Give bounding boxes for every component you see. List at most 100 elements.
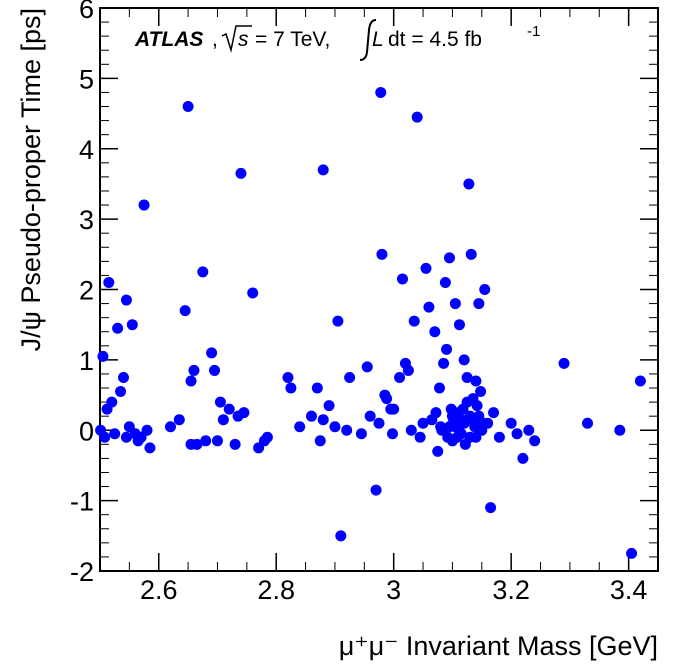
data-point xyxy=(329,421,341,433)
data-point xyxy=(417,417,429,429)
y-tick-label: 2 xyxy=(79,276,94,306)
x-tick-label: 2.8 xyxy=(257,575,295,605)
data-point xyxy=(305,410,317,422)
sqrt-s-symbol: s xyxy=(221,25,252,53)
data-point xyxy=(223,403,235,415)
data-point xyxy=(479,284,491,295)
data-point xyxy=(188,364,200,376)
x-tick-label: 3.2 xyxy=(492,575,530,605)
data-point xyxy=(433,382,445,394)
y-tick-label: -2 xyxy=(70,557,94,587)
data-point xyxy=(209,364,221,376)
data-point xyxy=(182,101,194,113)
integral-symbol: L xyxy=(359,19,384,61)
x-axis-ticks: 2.6 2.8 3 3.2 3.4 xyxy=(99,8,659,605)
data-point xyxy=(511,428,523,440)
experiment-label: ATLAS xyxy=(134,28,203,51)
data-point xyxy=(396,273,408,285)
data-point xyxy=(376,248,388,260)
data-point xyxy=(439,276,451,288)
svg-text:L: L xyxy=(372,28,384,51)
data-point xyxy=(361,361,373,373)
data-point xyxy=(238,407,250,419)
data-point xyxy=(455,428,467,440)
data-point xyxy=(294,421,306,433)
data-point xyxy=(517,452,529,464)
data-point xyxy=(117,371,129,383)
data-point xyxy=(261,431,273,443)
data-point xyxy=(332,315,344,327)
x-axis-title: μ⁺μ⁻ Invariant Mass [GeV] xyxy=(339,631,658,661)
data-point xyxy=(373,417,385,429)
data-point xyxy=(211,435,223,447)
y-tick-label: -1 xyxy=(70,487,94,517)
data-point xyxy=(470,375,482,387)
y-tick-label: 4 xyxy=(79,135,94,165)
data-point xyxy=(335,530,347,542)
data-point xyxy=(505,417,517,429)
data-point xyxy=(626,547,638,559)
data-point xyxy=(106,396,118,408)
data-point xyxy=(493,431,505,443)
data-point xyxy=(449,298,461,310)
data-point xyxy=(453,319,465,331)
data-point xyxy=(126,319,138,331)
data-point xyxy=(414,431,426,443)
data-point xyxy=(247,287,259,299)
data-point xyxy=(423,301,435,313)
data-point xyxy=(120,294,132,306)
data-point xyxy=(432,445,444,457)
data-point xyxy=(529,435,541,447)
y-tick-label: 6 xyxy=(79,0,94,24)
data-point xyxy=(173,414,185,426)
x-tick-label: 2.6 xyxy=(140,575,178,605)
data-point xyxy=(420,262,432,274)
data-point xyxy=(614,424,626,436)
data-point xyxy=(164,421,176,433)
data-point xyxy=(197,266,209,278)
y-tick-label: 1 xyxy=(79,346,94,376)
data-point xyxy=(185,375,197,387)
data-point xyxy=(344,371,356,383)
data-point xyxy=(112,322,124,334)
data-point xyxy=(282,371,294,383)
data-point xyxy=(488,407,500,419)
data-point xyxy=(229,438,241,450)
data-point xyxy=(465,248,477,260)
data-point xyxy=(99,431,111,443)
data-point xyxy=(141,424,153,436)
data-point xyxy=(200,435,212,447)
y-axis-title: J/ψ Pseudo-proper Time [ps] xyxy=(16,8,46,351)
data-point xyxy=(411,111,423,123)
data-point xyxy=(97,350,109,362)
data-point xyxy=(103,276,115,288)
atlas-annotation: ATLAS , s = 7 TeV, L dt = 4.5 fb -1 xyxy=(134,19,540,61)
data-point xyxy=(370,484,382,496)
data-points xyxy=(95,86,646,559)
data-point xyxy=(375,86,387,98)
data-point xyxy=(235,167,247,179)
lumi-label: dt = 4.5 fb xyxy=(388,28,482,51)
data-point xyxy=(485,502,497,514)
data-point xyxy=(402,364,414,376)
data-point xyxy=(394,371,406,383)
data-point xyxy=(206,347,218,359)
data-point xyxy=(138,199,150,211)
data-point xyxy=(463,178,475,190)
comma: , xyxy=(212,28,218,51)
data-point xyxy=(179,305,191,317)
data-point xyxy=(475,386,487,398)
data-point xyxy=(438,357,450,369)
x-tick-label: 3.4 xyxy=(610,575,648,605)
data-point xyxy=(364,410,376,422)
data-point xyxy=(285,382,297,394)
data-point xyxy=(381,393,393,405)
data-point xyxy=(461,371,473,383)
data-point xyxy=(191,438,203,450)
data-point xyxy=(473,298,485,310)
data-point xyxy=(311,382,323,394)
data-point xyxy=(214,396,226,408)
data-point xyxy=(634,375,646,387)
data-point xyxy=(317,414,329,426)
